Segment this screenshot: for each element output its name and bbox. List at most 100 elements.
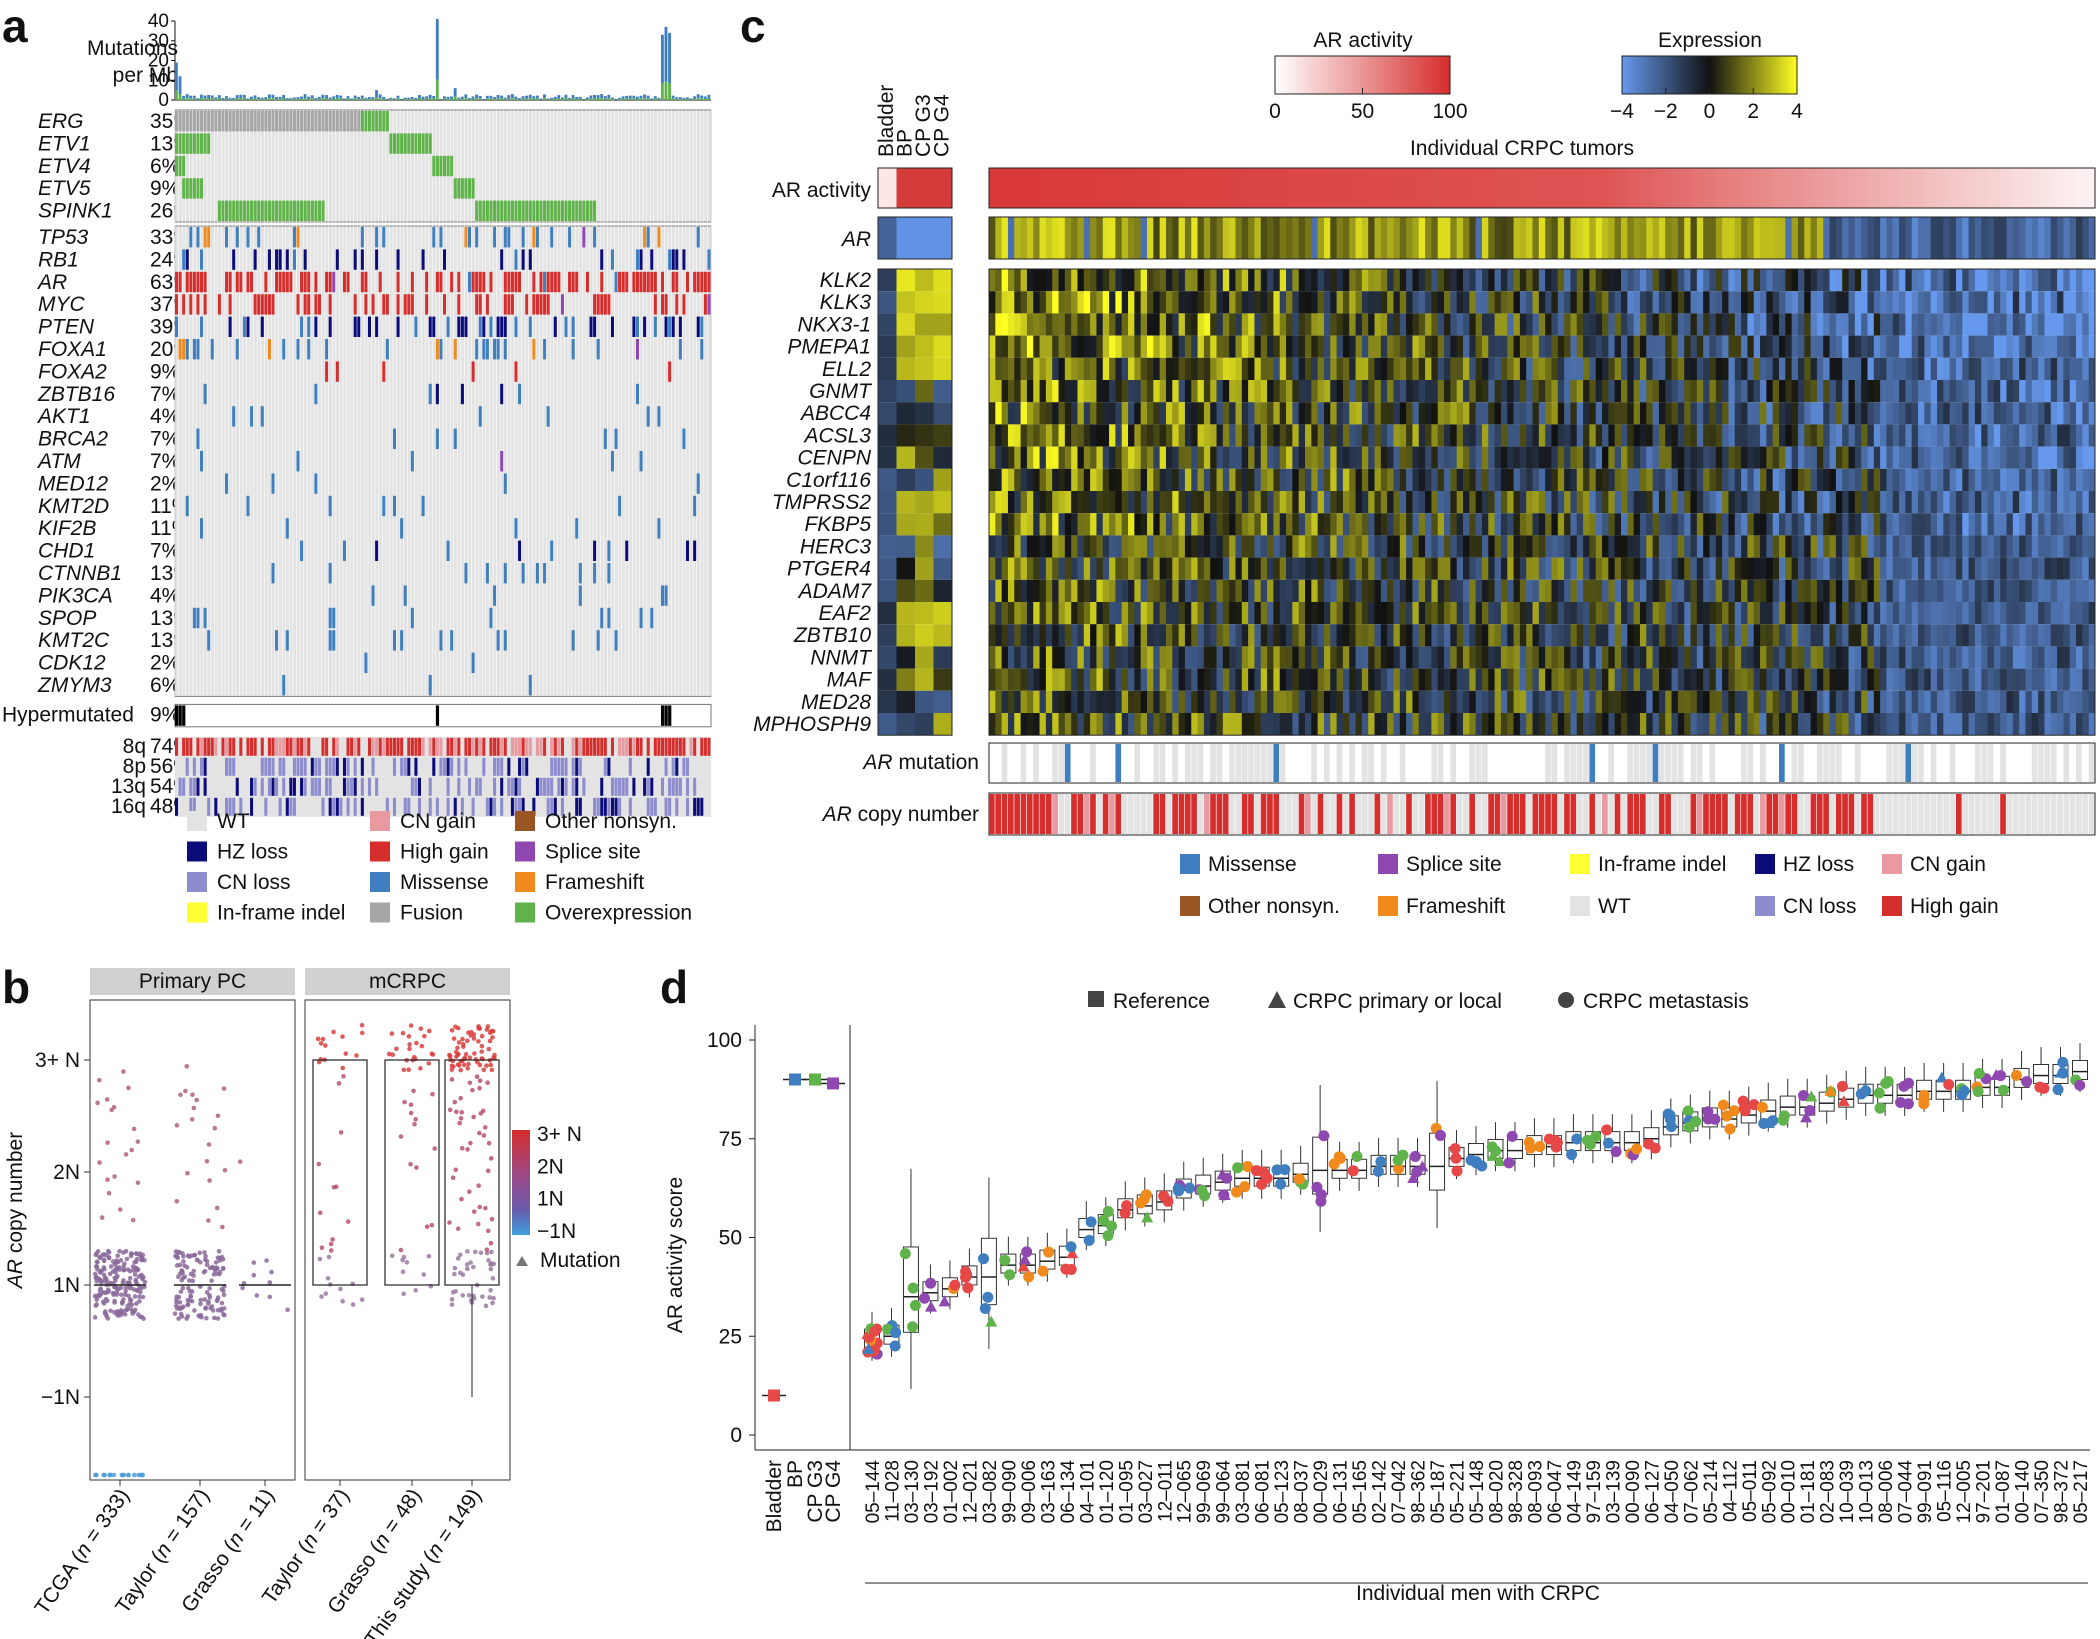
heatmap-gene-label: ABCC4 [799,402,871,425]
b-point [101,1265,107,1270]
heat-cell [1538,313,1546,336]
alteration-cell [185,249,189,270]
heat-cell [1412,291,1420,314]
heat-cell [2000,535,2008,558]
heat-cell [1709,335,1717,358]
heat-cell [1867,402,1875,425]
ar-cell [1077,217,1085,259]
heat-cell [1444,424,1451,447]
heat-cell [1652,357,1660,380]
heat-cell [2044,335,2052,358]
heat-cell [1513,335,1521,358]
heat-cell [1823,291,1831,314]
arm-cell [289,737,293,756]
heat-cell [1469,291,1477,314]
heat-cell [1766,535,1774,558]
heat-cell [1368,446,1376,469]
heat-cell [1469,535,1477,558]
heat-cell [1513,468,1521,491]
heat-cell [1981,446,1989,469]
alteration-cell [550,200,554,221]
heat-cell [1766,468,1774,491]
alteration-cell [646,227,650,248]
heat-cell [1816,313,1824,336]
heat-cell [1987,269,1995,292]
arm-cell [618,797,622,816]
heat-cell [1380,380,1388,403]
heat-cell [1235,269,1243,292]
tmb-bar-top [378,98,382,100]
alteration-cell [646,271,650,293]
heat-cell [1109,446,1116,469]
alteration-cell [625,271,629,293]
tmb-bar [471,96,475,99]
heat-cell [1355,513,1363,536]
arm-cell [603,797,607,816]
b-point [456,1063,462,1068]
heat-cell [2000,513,2008,536]
b-point [482,1125,488,1130]
alteration-cell [453,428,457,449]
heat-cell [1905,491,1913,514]
tmb-bars [175,19,711,100]
arm-cell [664,797,668,816]
alteration-cell [250,200,254,221]
heat-cell [1096,335,1104,358]
alteration-cell [650,271,654,293]
heat-cell [1128,402,1135,425]
heat-cell [1064,313,1072,336]
heat-cell [1791,291,1799,314]
heat-cell [1109,313,1116,336]
heat-cell [1753,513,1761,536]
ar-activity-cell [1513,168,1521,208]
heat-cell [1703,535,1710,558]
heat-cell [1355,269,1363,292]
tmb-bar-top [217,98,221,100]
heat-cell [1184,380,1192,403]
heat-cell [1102,446,1110,469]
b-point [123,1248,129,1254]
b-point [487,1038,493,1044]
arm-cell [600,737,604,756]
heat-cell [1557,313,1565,336]
alteration-cell [435,271,439,293]
heat-cell [1937,313,1944,336]
tmb-bar-top [271,98,275,100]
heat-cell [1469,313,1477,336]
arm-cell [678,737,682,756]
heat-cell [1911,335,1919,358]
heat-cell [1260,357,1268,380]
tmb-bar-top [310,98,314,100]
heat-cell [2012,291,2020,314]
tmb-bar [685,97,689,100]
heat-cell [1071,468,1078,491]
heat-cell [1425,269,1432,292]
heat-cell [1880,357,1887,380]
heat-cell [1463,313,1470,336]
ar-cell [1911,217,1919,259]
b-point [400,1269,406,1275]
heat-cell [1658,468,1666,491]
ar-activity-cell [1330,168,1338,208]
heat-cell [1880,335,1887,358]
heat-cell [1570,535,1578,558]
heat-cell [1279,557,1287,580]
tmb-bar [682,97,686,100]
arm-cell [575,797,579,816]
heat-cell [1488,269,1496,292]
ar-cell [1456,217,1464,259]
heat-cell [1974,335,1982,358]
heat-cell [1475,557,1483,580]
arm-label: 8p [123,755,146,778]
heat-cell [1791,402,1799,425]
arm-cell [296,737,300,756]
heat-cell [1621,357,1628,380]
alteration-cell [543,339,547,360]
b-point [398,1134,404,1139]
heat-cell [1905,291,1913,314]
heat-cell [1500,513,1508,536]
ar-activity-cell [1292,168,1300,208]
ar-cell [1317,217,1325,259]
alteration-cell [203,607,207,629]
heat-cell [1924,269,1932,292]
